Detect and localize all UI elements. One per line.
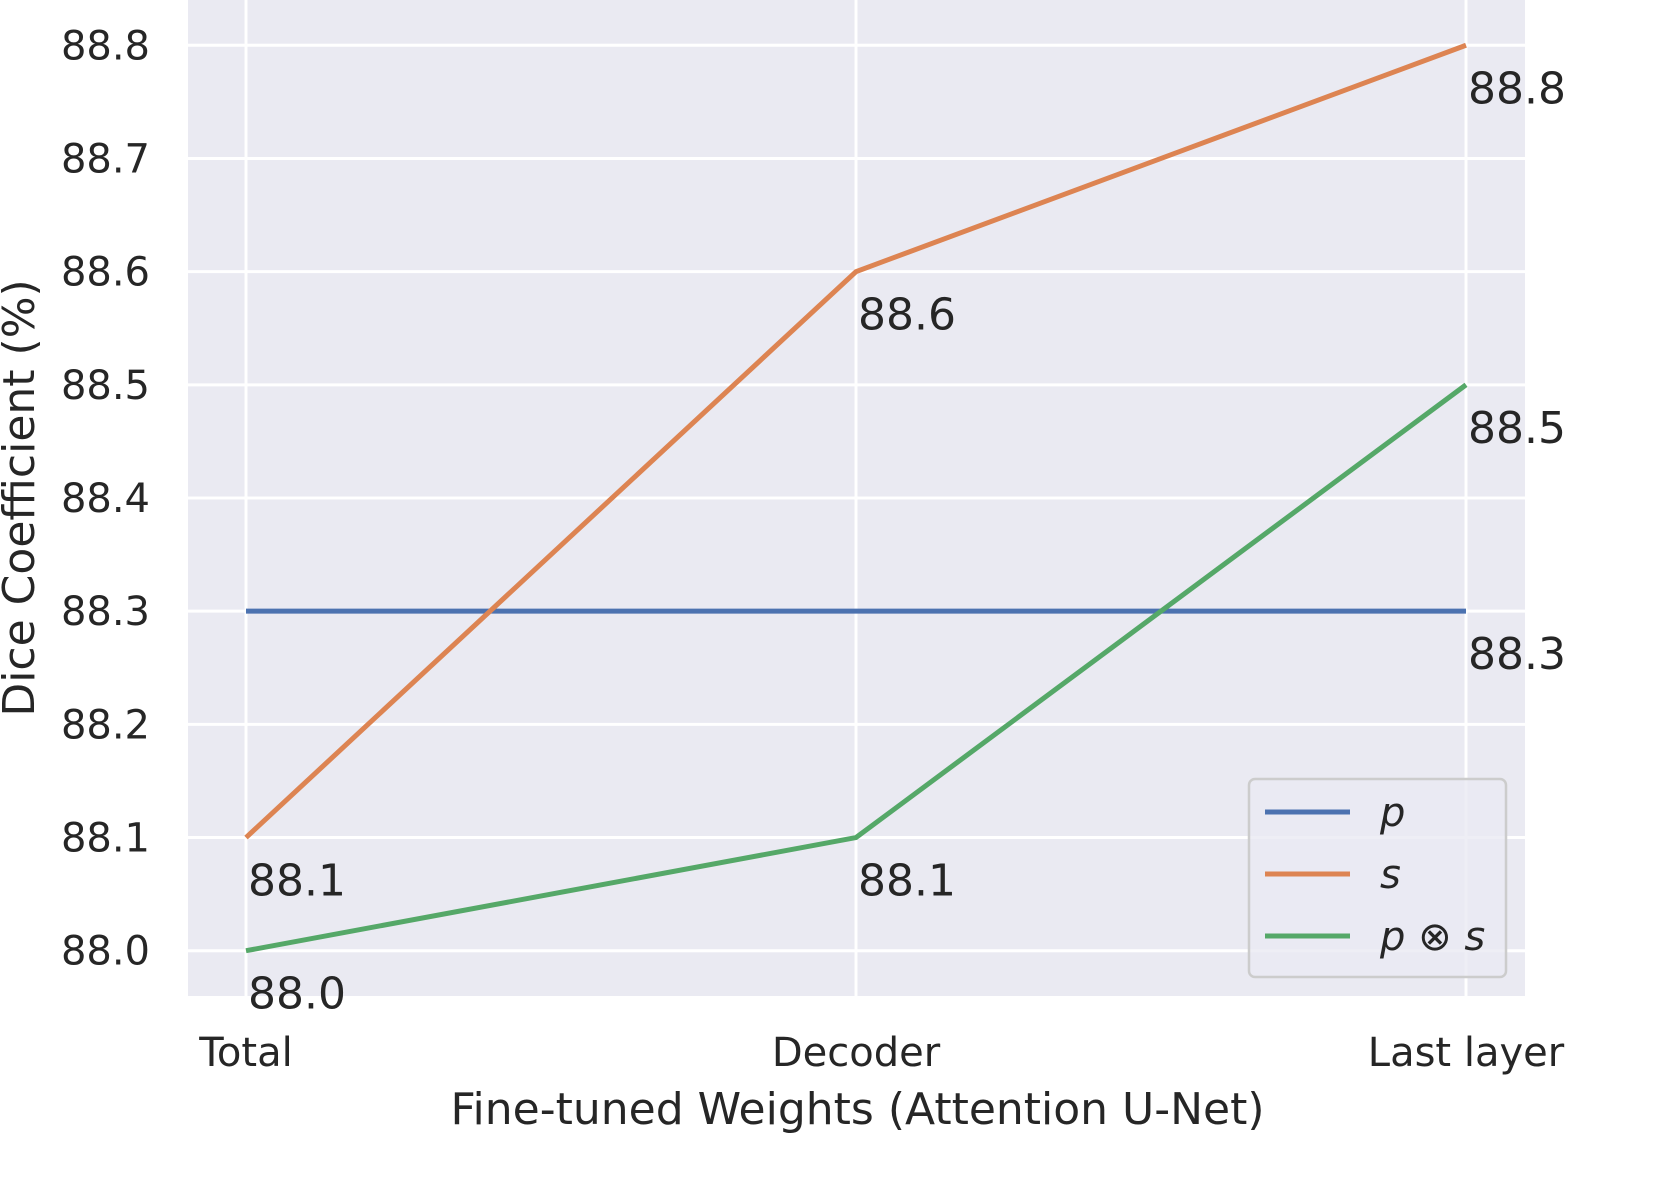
x-tick-label: Decoder xyxy=(772,1030,941,1076)
y-tick-label: 88.0 xyxy=(61,929,150,975)
x-tick-labels: Total Decoder Last layer xyxy=(198,1030,1564,1076)
series-line xyxy=(244,42,1467,840)
series-lines xyxy=(244,42,1468,954)
data-label: 88.3 xyxy=(1468,629,1566,680)
data-label: 88.1 xyxy=(858,856,956,907)
data-label: 88.5 xyxy=(1468,403,1566,454)
y-tick-label: 88.7 xyxy=(61,136,150,182)
y-tick-label: 88.4 xyxy=(61,476,150,522)
data-label: 88.6 xyxy=(858,290,956,341)
legend-entry: p ⊗ s xyxy=(1379,914,1485,960)
data-label: 88.0 xyxy=(248,969,346,1020)
data-labels: 88.3 88.1 88.6 88.8 88.0 88.1 88.5 xyxy=(248,63,1566,1019)
y-tick-label: 88.6 xyxy=(61,250,150,296)
x-tick-label: Last layer xyxy=(1368,1030,1565,1076)
y-tick-label: 88.3 xyxy=(61,589,150,635)
legend: ps p ⊗ s xyxy=(1247,777,1508,979)
series-line xyxy=(245,382,1468,954)
data-label: 88.8 xyxy=(1468,63,1566,114)
legend-entry: s xyxy=(1380,852,1401,898)
data-label: 88.1 xyxy=(248,856,346,907)
y-tick-label: 88.2 xyxy=(61,702,150,748)
y-axis-label: Dice Coefficient (%) xyxy=(0,279,45,716)
y-tick-label: 88.5 xyxy=(61,363,150,409)
y-tick-labels: 88.0 88.1 88.2 88.3 88.4 88.5 88.6 88.7 88.8 xyxy=(61,23,150,974)
x-tick-label: Total xyxy=(198,1030,292,1076)
legend-entry: p xyxy=(1379,790,1405,836)
y-tick-label: 88.8 xyxy=(61,23,150,69)
y-tick-label: 88.1 xyxy=(61,816,150,862)
legend-box xyxy=(1247,777,1508,979)
x-axis-label: Fine-tuned Weights (Attention U-Net) xyxy=(450,1084,1264,1135)
